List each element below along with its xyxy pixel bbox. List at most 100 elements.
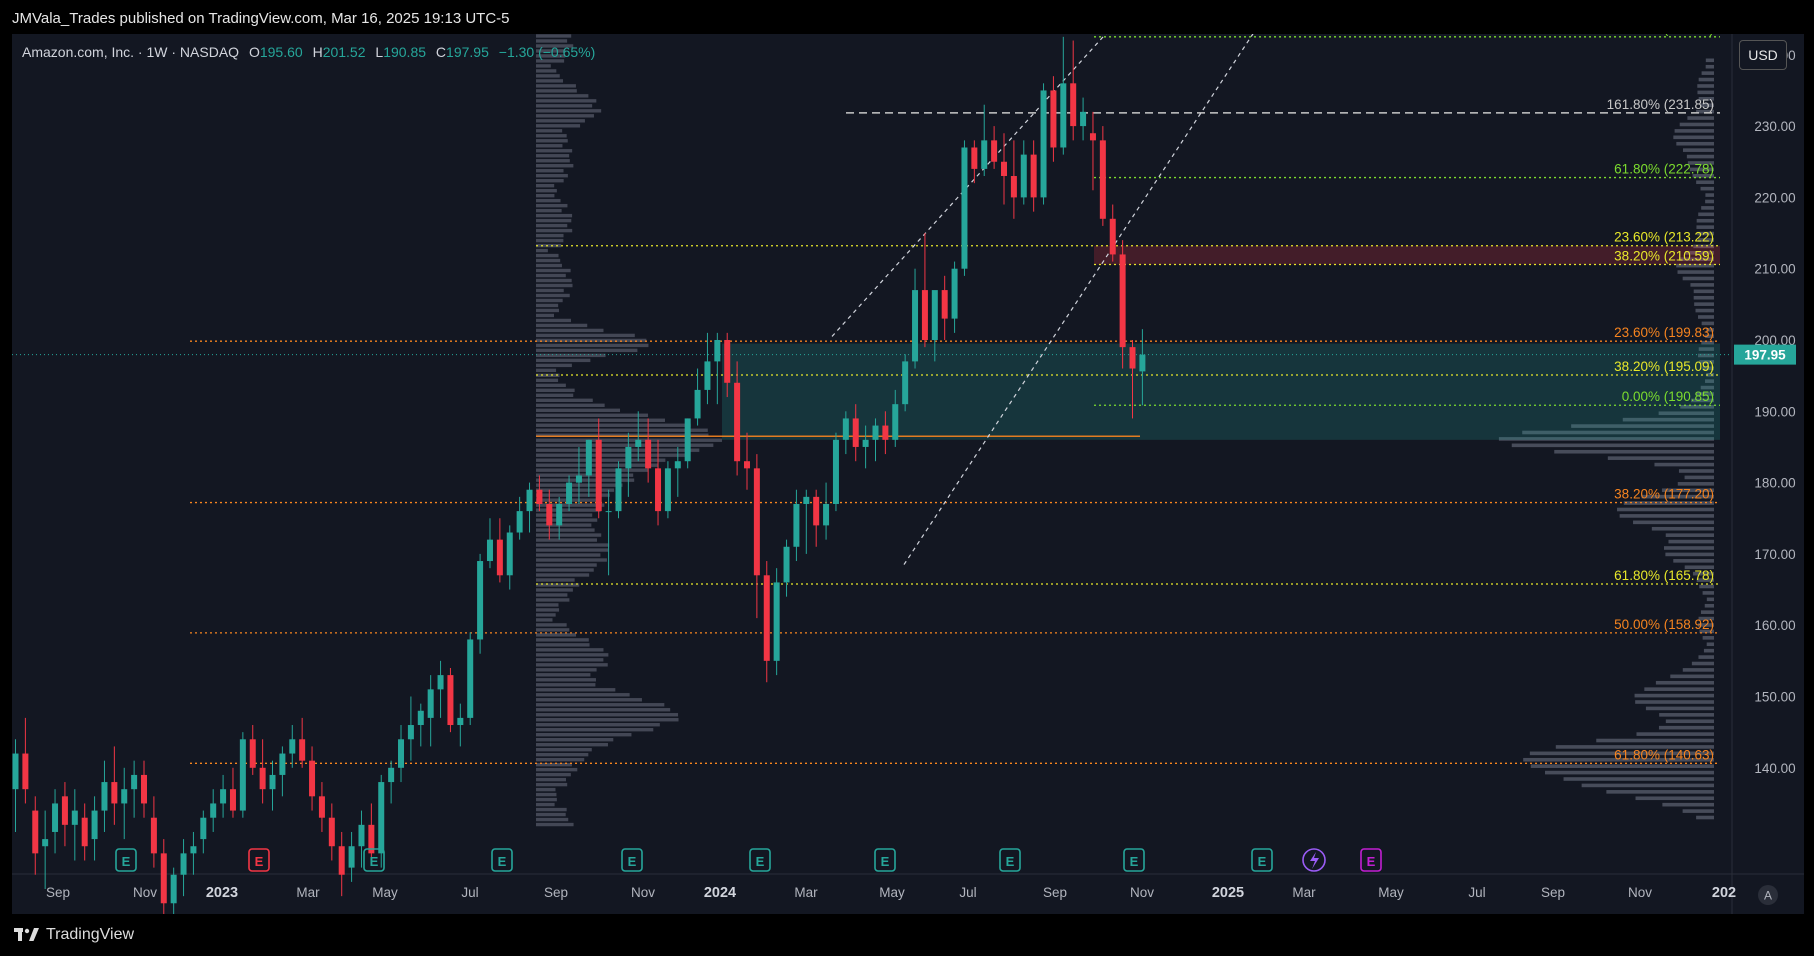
volume-profile-bar	[536, 752, 589, 757]
candle-body	[753, 468, 760, 576]
earnings-marker[interactable]: E	[115, 848, 137, 872]
fib-level-label: 23.60% (199.83)	[1614, 325, 1714, 340]
candle	[882, 411, 889, 455]
volume-profile-bar	[1698, 212, 1714, 217]
volume-profile-bar	[1498, 437, 1714, 441]
earnings-marker[interactable]: E	[248, 848, 270, 872]
earnings-marker[interactable]: E	[1360, 848, 1382, 872]
volume-profile-bar	[536, 109, 602, 113]
open-label: O	[248, 44, 260, 60]
volume-profile-bar	[1706, 328, 1714, 332]
volume-profile-bar	[1705, 193, 1714, 197]
volume-profile-bar	[1674, 129, 1714, 133]
volume-profile-bar	[536, 134, 567, 138]
candle	[170, 867, 177, 914]
volume-profile-bar	[1634, 693, 1714, 698]
earnings-marker[interactable]: E	[1251, 848, 1273, 872]
candle	[655, 439, 662, 526]
volume-profile-bar	[536, 84, 576, 88]
candle	[615, 461, 622, 519]
volume-profile-bar	[536, 114, 594, 118]
candle-body	[249, 739, 256, 768]
currency-button[interactable]: USD	[1739, 40, 1787, 70]
time-tick-label: Mar	[794, 885, 818, 900]
time-tick-label: Nov	[631, 885, 655, 900]
candle	[239, 732, 246, 818]
publish-header: JMVala_Trades published on TradingView.c…	[0, 0, 1814, 36]
candle-body	[625, 446, 632, 469]
candle	[1089, 111, 1096, 191]
earnings-marker-label: E	[255, 854, 264, 869]
candle	[131, 760, 138, 818]
earnings-marker[interactable]: E	[874, 848, 896, 872]
volume-profile-bar	[536, 468, 648, 472]
candle-body	[724, 340, 731, 383]
volume-profile-bar	[1698, 655, 1714, 659]
earnings-marker-box	[749, 848, 771, 872]
candle	[803, 489, 810, 554]
open-value: 195.60	[259, 44, 303, 60]
candle-body	[664, 468, 671, 512]
volume-profile-bar	[536, 703, 665, 707]
volume-profile-bar	[1696, 392, 1714, 396]
candle	[1030, 140, 1037, 212]
volume-profile-bar	[536, 164, 574, 168]
candle	[842, 411, 849, 455]
volume-profile-bar	[536, 403, 605, 407]
candle	[32, 796, 39, 875]
volume-profile-bar	[536, 593, 568, 597]
candle-body	[506, 532, 513, 576]
price-tick-label: 150.00	[1754, 690, 1795, 705]
current-price-tag-bg	[1734, 344, 1796, 365]
candle	[348, 831, 355, 882]
earnings-marker[interactable]: E	[621, 848, 643, 872]
candle-body	[150, 817, 157, 854]
tradingview-brand[interactable]: TradingView	[14, 926, 134, 944]
volume-profile-bar	[536, 767, 578, 772]
volume-profile-bar	[536, 822, 574, 827]
auto-scale-label: A	[1764, 889, 1772, 903]
volume-profile-bar	[536, 328, 604, 333]
earnings-marker[interactable]: E	[491, 848, 513, 872]
earnings-marker[interactable]: E	[999, 848, 1021, 872]
volume-profile-bar	[536, 343, 649, 348]
earnings-marker[interactable]: E	[363, 848, 385, 872]
current-price-tag: 197.95	[1734, 344, 1796, 365]
candle-body	[912, 290, 919, 362]
candle	[862, 425, 869, 469]
earnings-marker-label: E	[370, 854, 379, 869]
candle-body	[1020, 154, 1027, 198]
earnings-marker[interactable]: E	[1123, 848, 1145, 872]
volume-profile-bar	[536, 513, 593, 517]
volume-profile-bar	[536, 653, 609, 657]
candle	[556, 496, 563, 540]
earnings-marker[interactable]: E	[749, 848, 771, 872]
volume-profile-bar	[536, 104, 593, 108]
volume-profile-bar	[536, 228, 573, 233]
volume-profile-bar	[1663, 546, 1714, 550]
candle-body	[773, 582, 780, 661]
time-tick-label: Jul	[461, 885, 478, 900]
volume-profile-bar	[1581, 783, 1714, 788]
earnings-marker-box	[248, 848, 270, 872]
brand-name: TradingView	[46, 926, 135, 943]
fib-level-label: 61.80% (222.78)	[1614, 162, 1714, 177]
candle-body	[309, 760, 316, 797]
auto-scale-button[interactable]: A	[1758, 885, 1778, 905]
volume-profile-bar	[536, 737, 614, 742]
fib-level-label: 61.80% (165.78)	[1614, 568, 1714, 583]
candle	[664, 461, 671, 519]
candles	[12, 36, 1146, 914]
volume-profile-bar	[536, 628, 570, 632]
price-chart[interactable]: 100.00% (242.52) 161.80% (231.85) 61.80% (…	[12, 34, 1804, 914]
lightning-event-circle	[1302, 848, 1326, 872]
volume-profile-bar	[536, 573, 590, 577]
candle	[1119, 240, 1126, 369]
volume-profile-bar	[536, 89, 577, 93]
volume-profile-bar	[536, 568, 594, 572]
volume-profile-bar	[536, 149, 573, 153]
candle	[200, 810, 207, 854]
volume-profile-left	[536, 34, 722, 827]
fib-level-label: 38.20% (210.59)	[1614, 248, 1714, 263]
volume-profile-bar	[536, 223, 568, 228]
